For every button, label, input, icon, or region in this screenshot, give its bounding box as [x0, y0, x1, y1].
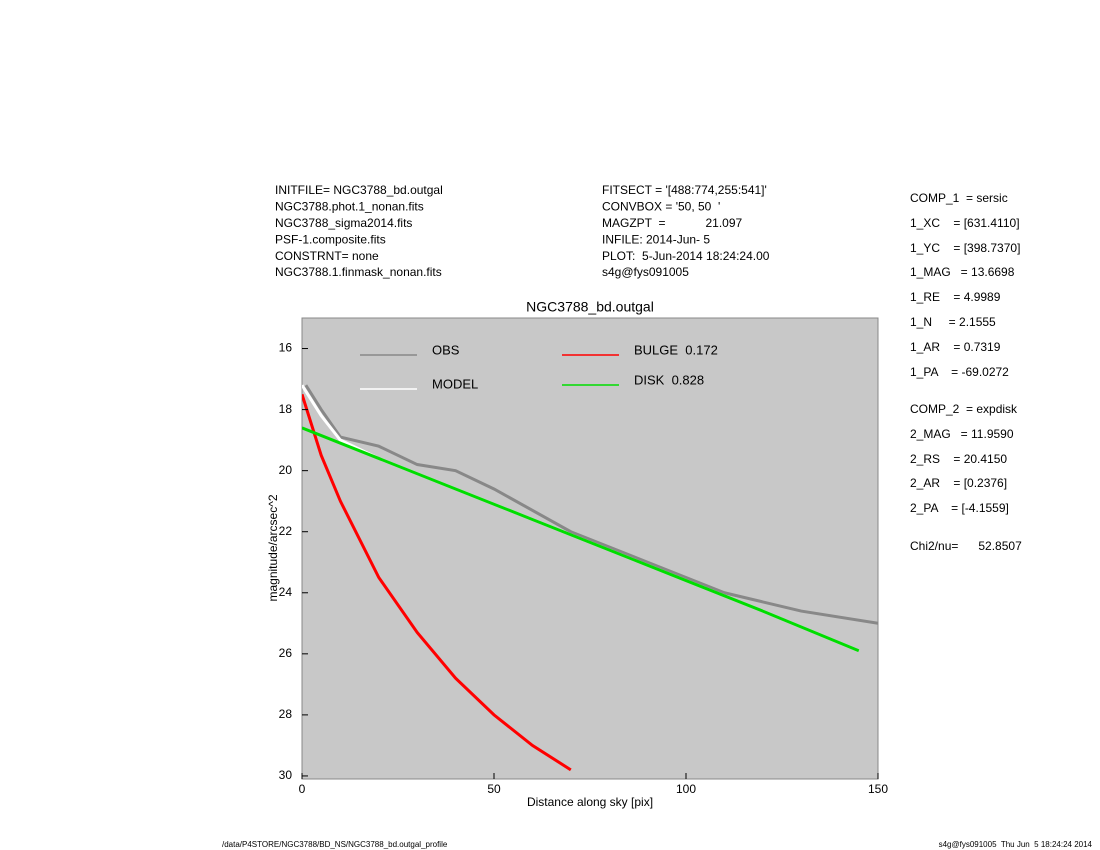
- fit-parameter: 2_AR = [0.2376]: [910, 476, 1007, 490]
- fit-parameter: 1_RE = 4.9989: [910, 290, 1001, 304]
- series-line: [302, 393, 572, 772]
- header-middle-line: FITSECT = '[488:774,255:541]': [602, 183, 767, 197]
- y-axis-label: magnitude/arcsec^2: [266, 494, 280, 601]
- header-left-line: NGC3788.1.finmask_nonan.fits: [275, 265, 442, 279]
- header-left-line: INITFILE= NGC3788_bd.outgal: [275, 183, 443, 197]
- y-tick-label: 22: [279, 524, 293, 538]
- legend-label: OBS: [432, 342, 460, 357]
- fit-parameter: 2_PA = [-4.1559]: [910, 501, 1009, 515]
- plot-area: [301, 317, 879, 780]
- x-tick-label: 50: [487, 782, 501, 796]
- fit-parameter: 2_MAG = 11.9590: [910, 427, 1014, 441]
- fit-parameter: 1_N = 2.1555: [910, 315, 996, 329]
- legend-label: DISK 0.828: [634, 372, 704, 387]
- fit-parameter: 1_AR = 0.7319: [910, 340, 1001, 354]
- y-tick-label: 16: [279, 341, 293, 355]
- x-tick-label: 150: [868, 782, 888, 796]
- fit-parameter: 1_YC = [398.7370]: [910, 241, 1020, 255]
- header-left-line: NGC3788.phot.1_nonan.fits: [275, 200, 424, 214]
- series-layer: [302, 384, 878, 772]
- fit-parameter: 1_XC = [631.4110]: [910, 216, 1020, 230]
- series-line: [304, 384, 878, 625]
- fit-parameter: COMP_2 = expdisk: [910, 402, 1018, 416]
- y-tick-label: 30: [279, 768, 293, 782]
- y-tick-label: 18: [279, 402, 293, 416]
- header-left-line: CONSTRNT= none: [275, 249, 379, 263]
- fit-parameter: 1_MAG = 13.6698: [910, 265, 1015, 279]
- fit-parameter: 2_RS = 20.4150: [910, 452, 1007, 466]
- y-tick-label: 24: [279, 585, 293, 599]
- header-middle-line: s4g@fys091005: [602, 265, 689, 279]
- y-tick-label: 26: [279, 646, 293, 660]
- header-left-line: NGC3788_sigma2014.fits: [275, 216, 412, 230]
- x-tick-label: 0: [299, 782, 306, 796]
- y-tick-label: 20: [279, 463, 293, 477]
- header-middle-line: CONVBOX = '50, 50 ': [602, 200, 720, 214]
- y-tick-label: 28: [279, 707, 293, 721]
- series-line: [302, 426, 860, 653]
- fit-parameter: 1_PA = -69.0272: [910, 365, 1009, 379]
- footer-stamp: s4g@fys091005 Thu Jun 5 18:24:24 2014: [939, 840, 1093, 849]
- header-left-line: PSF-1.composite.fits: [275, 232, 386, 246]
- fit-parameter: COMP_1 = sersic: [910, 191, 1008, 205]
- chart-title: NGC3788_bd.outgal: [526, 299, 654, 315]
- legend-label: BULGE 0.172: [634, 342, 718, 357]
- header-middle-line: PLOT: 5-Jun-2014 18:24:24.00: [602, 249, 770, 263]
- footer-path: /data/P4STORE/NGC3788/BD_NS/NGC3788_bd.o…: [222, 840, 448, 849]
- x-tick-label: 100: [676, 782, 696, 796]
- x-axis-label: Distance along sky [pix]: [527, 795, 653, 809]
- fit-parameter: Chi2/nu= 52.8507: [910, 539, 1022, 553]
- legend-label: MODEL: [432, 376, 478, 391]
- header-middle-line: INFILE: 2014-Jun- 5: [602, 232, 710, 246]
- header-middle-line: MAGZPT = 21.097: [602, 216, 742, 230]
